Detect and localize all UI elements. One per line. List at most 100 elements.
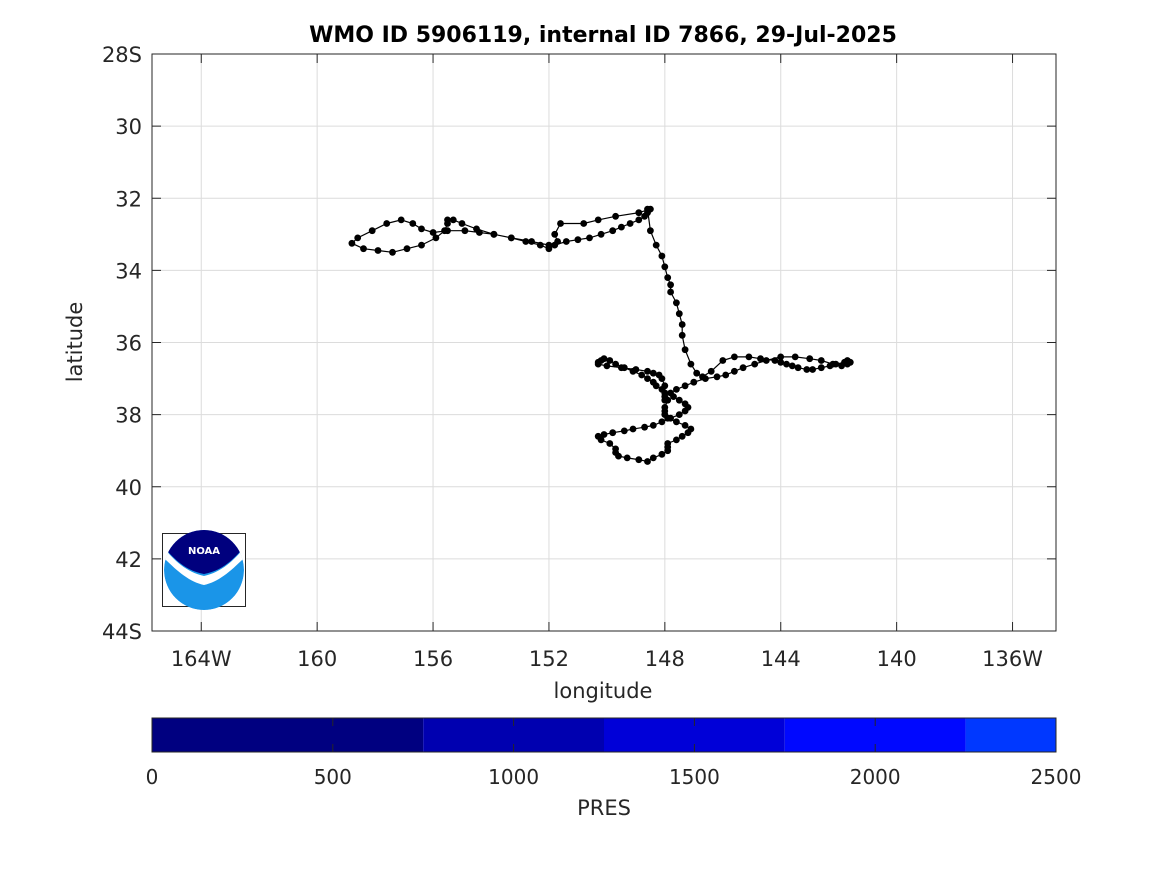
profile-point (461, 227, 469, 235)
profile-point (551, 241, 559, 249)
profile-point (403, 245, 411, 253)
profile-point (658, 450, 666, 458)
colorbar-tick-label: 2000 (850, 765, 901, 789)
profile-point (667, 288, 674, 296)
profile-point (644, 205, 651, 213)
profile-point (803, 366, 811, 373)
profile-point (644, 458, 651, 465)
profile-point (731, 353, 738, 361)
profile-point (441, 227, 448, 235)
profile-point (368, 227, 376, 235)
profile-point (817, 357, 825, 364)
profile-point (664, 440, 672, 447)
colorbar-frame (151, 717, 1057, 753)
logo-bird (164, 548, 244, 585)
x-axis-ticks: 164W 160 156 152 148 144 140 136W (171, 54, 1043, 671)
profile-point (681, 407, 689, 415)
profile-point (444, 216, 451, 224)
profile-point (788, 362, 796, 370)
profile-point (606, 440, 614, 447)
profile-point (374, 247, 382, 254)
profile-point (557, 220, 564, 227)
x-tick-label: 144 (761, 647, 801, 671)
x-axis-label: longitude (554, 679, 653, 703)
profile-point (687, 425, 695, 433)
profile-point (458, 220, 466, 227)
profile-point (673, 418, 680, 426)
profile-point (675, 310, 683, 318)
profile-point (432, 234, 440, 242)
profile-point (606, 357, 614, 364)
profile-point (429, 229, 437, 236)
profile-point (806, 355, 814, 363)
profile-point (629, 367, 637, 375)
x-tick-label: 136W (982, 647, 1043, 671)
y-tick-label: 44S (102, 620, 142, 644)
profile-point (829, 360, 837, 368)
profile-point (635, 456, 643, 464)
x-tick-label: 152 (529, 647, 569, 671)
colorbar-bands (152, 718, 1056, 752)
profile-point (661, 404, 669, 411)
profile-point (771, 357, 779, 364)
profile-point (719, 357, 727, 364)
profile-point (678, 432, 686, 440)
profile-point (649, 369, 657, 377)
x-tick-label: 164W (171, 647, 232, 671)
profile-point (618, 223, 625, 231)
profile-point (397, 216, 405, 224)
profile-point (449, 216, 457, 224)
profile-point (649, 454, 657, 462)
profile-point (644, 375, 651, 382)
profile-point (693, 369, 701, 377)
profile-point (647, 227, 654, 235)
profile-point (623, 454, 631, 462)
profile-point (707, 367, 715, 375)
profile-point (348, 239, 356, 247)
profile-point (562, 238, 570, 245)
profile-point (745, 353, 753, 361)
profile-point (597, 436, 605, 444)
profile-point (473, 225, 480, 233)
colorbar-tick-label: 1500 (669, 765, 720, 789)
colorbar-tick-label: 500 (314, 765, 352, 789)
profile-point (777, 358, 785, 366)
profile-point (490, 230, 498, 238)
profile-point (809, 366, 816, 373)
plot-frame (151, 53, 1057, 632)
profile-point (817, 364, 825, 372)
profile-point (652, 241, 660, 249)
profile-point (681, 422, 689, 429)
profile-point (678, 331, 686, 339)
colorbar-tick-label: 2500 (1031, 765, 1082, 789)
profile-point (594, 216, 602, 224)
y-tick-label: 42 (115, 548, 142, 572)
profile-point (522, 238, 530, 245)
profile-point (673, 436, 680, 444)
profile-point (389, 248, 396, 256)
plot-area: 164W 160 156 152 148 144 140 136W 28S 30 32 34 36 38… (102, 43, 1057, 671)
y-tick-label: 38 (115, 404, 142, 428)
profile-point (722, 371, 730, 379)
profile-point (580, 220, 588, 227)
profile-point (635, 216, 643, 224)
profile-point (667, 281, 674, 289)
colorbar-label: PRES (577, 796, 631, 820)
profile-point (626, 220, 634, 227)
y-tick-label: 40 (115, 476, 142, 500)
y-tick-label: 36 (115, 332, 142, 356)
y-tick-label: 34 (115, 259, 142, 283)
profile-point (783, 360, 790, 368)
profile-point (528, 238, 535, 245)
profile-point (609, 227, 617, 235)
profile-point (574, 236, 582, 244)
profile-point (551, 230, 559, 238)
profile-point (600, 355, 608, 363)
profile-point (762, 357, 770, 364)
colorbar-band (152, 718, 424, 752)
logo-sky (164, 530, 244, 574)
profile-point (661, 396, 669, 404)
profile-point (615, 452, 622, 460)
x-tick-label: 156 (413, 647, 453, 671)
profile-point (620, 427, 628, 435)
